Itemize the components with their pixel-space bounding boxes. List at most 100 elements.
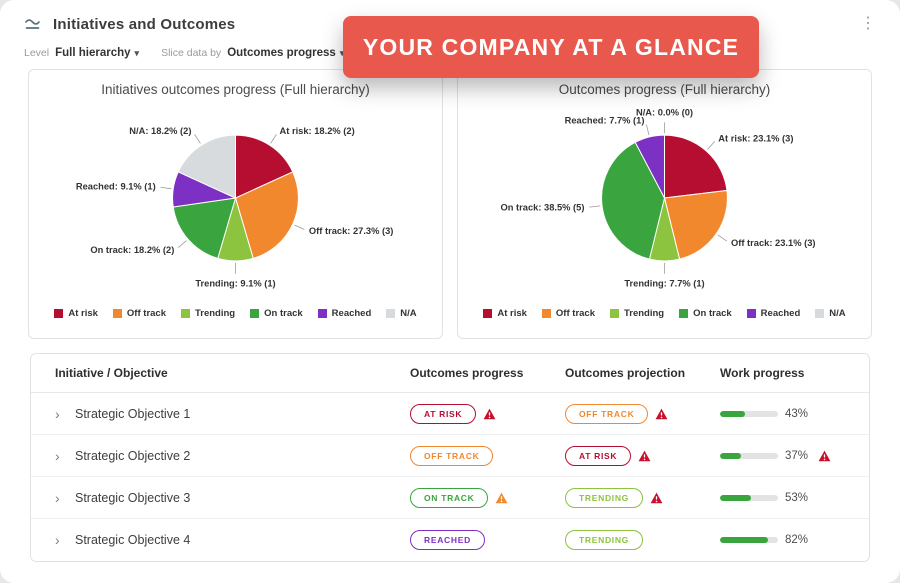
warning-icon-red [818,450,831,461]
legend-label: At risk [497,308,527,319]
status-pill-trending: TRENDING [565,530,643,550]
app-logo-icon[interactable] [24,16,41,33]
work-progress-bar-fill [720,537,768,543]
level-value: Full hierarchy [55,47,131,59]
objective-name[interactable]: Strategic Objective 2 [75,448,191,463]
chart-legend: At risk Off track Trending On track Reached N… [462,308,867,319]
legend-item-at-risk: At risk [483,308,527,319]
legend-swatch [483,309,493,318]
legend-swatch [541,309,551,318]
pie-chart-svg: At risk: 23.1% (3) Off track: 23.1% (3) Tr… [500,107,815,289]
slice-label-line [178,240,187,248]
legend-item-off-track: Off track [112,308,166,319]
page-header: Initiatives and Outcomes ⋮ [0,0,900,34]
chart-card-initiatives-outcomes: Initiatives outcomes progress (Full hier… [28,69,443,339]
initiative-name-cell: › Strategic Objective 1 [55,407,410,421]
legend-item-reached: Reached [746,308,801,319]
work-progress-percent: 53% [785,491,809,504]
work-progress-bar [720,410,778,417]
row-expander-chevron-icon[interactable]: › [55,405,60,422]
pie-slice-at-risk[interactable] [235,134,294,199]
work-progress-cell: 82% [720,534,845,546]
status-pill-off-track: OFF TRACK [565,403,649,424]
status-pill-at-risk: AT RISK [565,445,632,466]
slice-data-by-dropdown[interactable]: Outcomes progress ▾ [227,47,344,59]
status-pill-trending: TRENDING [565,487,643,508]
work-progress-percent: 82% [785,534,809,546]
warning-icon-red [483,408,496,419]
slice-label: Reached: 7.7% (1) [565,116,645,126]
row-expander-chevron-icon[interactable]: › [55,489,60,506]
initiative-name-cell: › Strategic Objective 2 [55,449,410,463]
level-dropdown[interactable]: Full hierarchy ▾ [55,47,139,59]
column-header-initiative-objective: Initiative / Objective [55,366,168,380]
row-expander-chevron-icon[interactable]: › [55,447,60,464]
legend-label: N/A [400,308,417,319]
work-progress-cell: 37% [720,450,845,462]
pie-slice-at-risk[interactable] [664,134,728,199]
slice-label: Trending: 7.7% (1) [624,279,704,289]
chevron-down-icon: ▾ [134,47,140,58]
chart-legend: At risk Off track Trending On track Reached N… [33,308,438,319]
column-header-outcomes-progress: Outcomes progress [410,366,524,380]
legend-label: Trending [195,308,236,319]
column-header-work-progress: Work progress [720,366,805,380]
chart-title: Outcomes progress (Full hierarchy) [558,82,771,97]
outcomes-projection-cell: OFF TRACK [565,403,720,424]
pie-slice-on-track[interactable] [601,141,666,260]
legend-label: Trending [624,308,665,319]
status-pill-off-track: OFF TRACK [410,445,494,466]
slice-data-by-value: Outcomes progress [227,47,336,59]
chart-card-outcomes-progress: Outcomes progress (Full hierarchy) At ri… [457,69,872,339]
legend-label: Off track [555,308,595,319]
table-row: › Strategic Objective 4 REACHED TRENDING 82% [31,519,869,561]
pie-slice-on-track[interactable] [172,197,237,260]
slice-label-line [294,224,305,230]
chart-cards-row: Initiatives outcomes progress (Full hier… [0,59,900,339]
table-row: › Strategic Objective 3 ON TRACK TRENDING 53… [31,477,869,519]
work-progress-bar [720,452,778,459]
objective-name[interactable]: Strategic Objective 3 [75,490,191,505]
chevron-down-icon: ▾ [340,48,345,59]
slice-label-line [646,124,650,136]
slice-label-line [717,234,728,242]
level-label: Level [24,47,50,59]
pie-slice-n-a[interactable] [177,134,236,199]
table-body: › Strategic Objective 1 AT RISK OFF TRACK 43… [31,393,869,561]
slice-label: At risk: 18.2% (2) [280,126,355,136]
legend-label: Reached [331,308,372,319]
legend-swatch [317,309,327,318]
pie-slice-off-track[interactable] [663,189,728,260]
slice-label: N/A: 0.0% (0) [636,107,693,117]
legend-item-at-risk: At risk [54,308,98,319]
legend-item-n-a: N/A [386,308,417,319]
objective-name[interactable]: Strategic Objective 4 [75,533,191,547]
initiative-name-cell: › Strategic Objective 4 [55,533,410,547]
legend-label: Off track [126,308,166,319]
slice-label-line [707,141,715,150]
legend-item-on-track: On track [679,308,732,319]
slice-label: Reached: 9.1% (1) [76,182,156,192]
pie-slice-off-track[interactable] [234,171,299,260]
slice-label: On track: 38.5% (5) [500,203,584,213]
legend-label: Reached [760,308,801,319]
legend-item-reached: Reached [317,308,372,319]
objective-name[interactable]: Strategic Objective 1 [75,406,191,421]
row-expander-chevron-icon[interactable]: › [55,532,60,548]
objectives-table: Initiative / Objective Outcomes progress… [30,353,870,562]
outcomes-progress-cell: ON TRACK [410,487,565,508]
warning-icon-red [638,450,651,461]
legend-swatch [181,309,190,318]
legend-label: At risk [68,308,98,319]
kebab-menu-icon[interactable]: ⋮ [860,15,876,32]
pie-slice-reached[interactable] [634,134,665,199]
legend-swatch [746,309,756,318]
slice-label-line [194,134,201,144]
status-pill-at-risk: AT RISK [410,403,477,424]
slice-label-line [270,134,277,144]
column-header-outcomes-projection: Outcomes projection [565,366,686,380]
slice-label: N/A: 18.2% (2) [129,126,191,136]
legend-swatch [54,309,64,318]
legend-swatch [112,309,122,318]
legend-label: On track [264,308,303,319]
